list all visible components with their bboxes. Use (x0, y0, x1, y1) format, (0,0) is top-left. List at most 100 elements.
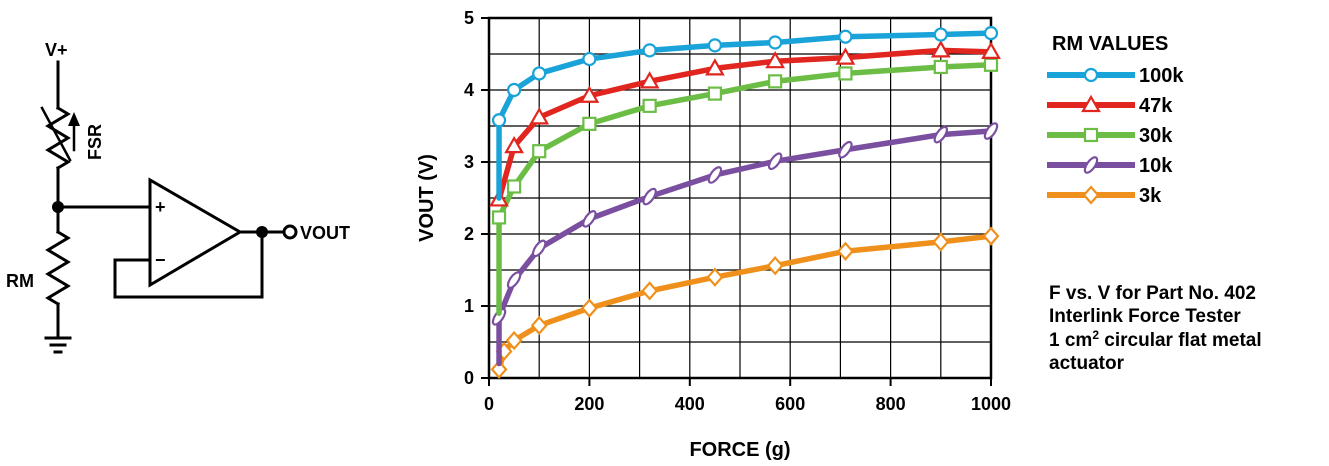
data-point-slash (491, 307, 507, 326)
legend-label: 100k (1139, 65, 1184, 87)
data-point-circle (582, 51, 597, 67)
data-point-diamond (836, 241, 854, 261)
fsr-resistor (45, 105, 71, 171)
data-point-square (1083, 127, 1099, 143)
caption-line-3-prefix: 1 cm (1049, 330, 1092, 351)
data-point-diamond (530, 315, 548, 336)
data-point-square (707, 86, 723, 101)
series-10k (491, 122, 999, 367)
chart-grid (489, 18, 991, 378)
legend-item-3k: 3k (1047, 185, 1162, 207)
x-axis-label: FORCE (g) (689, 439, 790, 461)
plot-frame (487, 16, 993, 380)
data-point-slash (933, 125, 949, 144)
vout-label: VOUT (300, 223, 350, 243)
series-line (496, 47, 994, 203)
data-point-diamond (982, 226, 1000, 246)
series-line (496, 30, 994, 201)
data-point-circle (768, 35, 783, 50)
data-point-circle (838, 29, 853, 44)
rm-resistor (45, 229, 71, 307)
data-point-triangle (639, 71, 660, 89)
legend-label: 30k (1139, 125, 1173, 147)
x-tick-label: 1000 (971, 394, 1011, 414)
junction-dot-output (256, 226, 268, 238)
chart-series (489, 26, 1001, 380)
data-point-triangle (930, 40, 951, 58)
opamp-minus-label: − (155, 250, 166, 270)
op-amp (148, 177, 243, 288)
opamp-plus-label: + (155, 197, 166, 217)
data-point-circle (1083, 67, 1099, 83)
data-point-slash (582, 210, 597, 228)
y-tick-label: 3 (464, 152, 474, 172)
legend-label: 10k (1139, 155, 1173, 177)
chart-legend: 100k 47k 30k 10k 3k (1047, 65, 1184, 207)
caption-line-3-superscript: 2 (1092, 328, 1099, 342)
data-point-triangle (765, 50, 786, 69)
data-point-diamond (641, 281, 659, 301)
data-point-square (933, 59, 948, 75)
legend-item-30k: 30k (1047, 125, 1173, 147)
force-voltage-chart: 0 200 400 600 800 1000 0 1 2 3 4 5 FORCE (g) VOUT (… (416, 8, 1011, 461)
data-point-slash (838, 140, 853, 159)
data-point-diamond (1082, 185, 1100, 205)
data-point-square (532, 144, 547, 159)
data-point-slash (506, 271, 522, 289)
data-point-square (768, 74, 783, 89)
junction-dot-node (52, 201, 64, 213)
legend-item-47k: 47k (1047, 94, 1173, 117)
data-point-slash (1083, 156, 1099, 174)
x-tick-label: 0 (484, 394, 494, 414)
caption-line-3-suffix: circular flat metal (1099, 330, 1262, 351)
chart-caption: F vs. V for Part No. 402 Interlink Force… (1049, 283, 1262, 374)
x-tick-label: 400 (675, 394, 705, 414)
data-point-circle (707, 38, 723, 53)
data-point-slash (983, 122, 999, 140)
feedback-wire (113, 230, 264, 299)
y-tick-label: 1 (464, 296, 474, 316)
data-point-slash (642, 187, 657, 206)
data-point-diamond (490, 359, 508, 380)
data-point-triangle (705, 58, 725, 76)
fsr-variable-mark (40, 106, 72, 162)
y-tick-label: 4 (464, 80, 474, 100)
data-point-slash (767, 152, 783, 171)
data-point-triangle (529, 107, 550, 125)
data-point-slash (707, 166, 723, 184)
caption-line-1: F vs. V for Part No. 402 (1049, 283, 1256, 304)
data-point-square (983, 57, 999, 72)
y-tick-label: 2 (464, 224, 474, 244)
legend-label: 47k (1139, 95, 1173, 117)
legend-title: RM VALUES (1052, 33, 1168, 55)
y-tick-label: 0 (464, 368, 474, 388)
data-point-circle (491, 113, 507, 128)
legend-label: 3k (1139, 185, 1162, 207)
caption-line-3: 1 cm2 circular flat metal (1049, 328, 1262, 351)
x-tick-label: 600 (775, 394, 805, 414)
data-point-square (838, 66, 853, 81)
data-point-diamond (505, 330, 523, 351)
data-point-triangle (504, 135, 524, 154)
series-line (496, 128, 994, 367)
y-tick-label: 5 (464, 8, 474, 28)
data-point-square (491, 210, 507, 225)
legend-item-10k: 10k (1047, 155, 1173, 177)
caption-line-2: Interlink Force Tester (1049, 306, 1241, 327)
rm-label: RM (6, 271, 34, 291)
supply-label: V+ (45, 40, 68, 60)
data-point-triangle (579, 85, 600, 103)
data-point-triangle (835, 47, 856, 65)
series-line (496, 233, 994, 378)
x-tick-label: 800 (876, 394, 906, 414)
data-point-diamond (706, 267, 724, 287)
series-3k (490, 226, 1000, 380)
data-point-circle (506, 82, 522, 98)
data-point-diamond (766, 256, 784, 276)
legend-item-100k: 100k (1047, 65, 1184, 87)
data-point-triangle (981, 41, 1001, 59)
data-point-square (642, 98, 657, 113)
fsr-label: FSR (85, 124, 105, 160)
circuit-schematic (40, 60, 298, 354)
